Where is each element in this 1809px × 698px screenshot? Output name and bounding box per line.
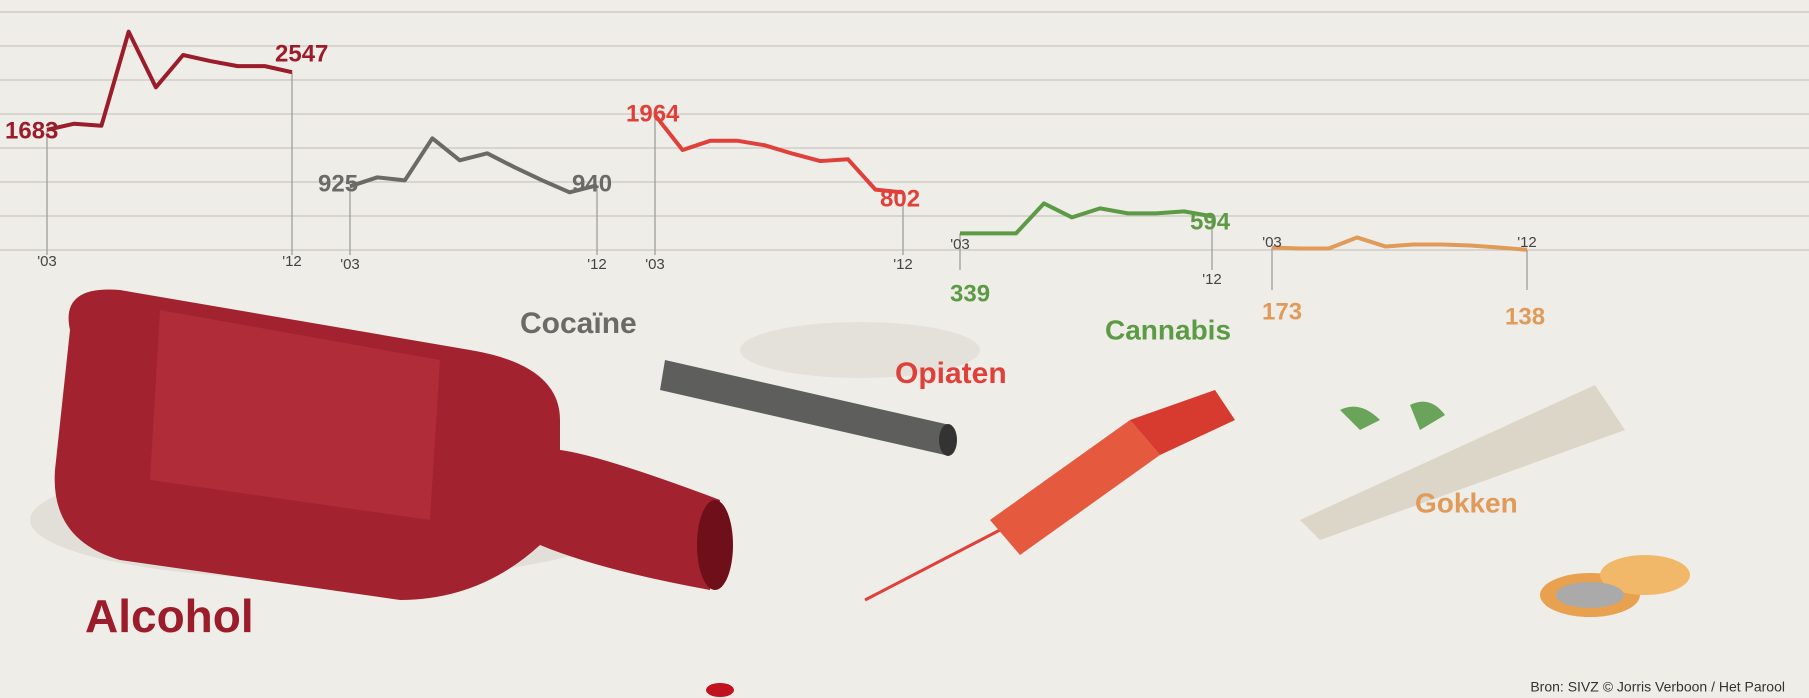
value-label: 138 bbox=[1505, 303, 1545, 330]
value-label: 1964 bbox=[626, 100, 680, 127]
x-tick-label: '03 bbox=[950, 236, 970, 253]
value-label: 1683 bbox=[5, 117, 58, 144]
chart-title: Cannabis bbox=[1105, 314, 1231, 345]
x-tick-label: '03 bbox=[340, 256, 360, 273]
x-tick-label: '12 bbox=[282, 253, 302, 270]
wine-drop bbox=[706, 683, 734, 697]
x-tick-label: '12 bbox=[893, 256, 913, 273]
tube-end bbox=[939, 424, 957, 456]
x-tick-label: '12 bbox=[1517, 234, 1537, 251]
x-tick-label: '03 bbox=[37, 253, 57, 270]
value-label: 339 bbox=[950, 280, 990, 307]
value-label: 594 bbox=[1190, 208, 1231, 235]
source: Bron: SIVZ © Jorris Verboon / Het Parool bbox=[1530, 679, 1785, 695]
chart-title: Gokken bbox=[1415, 487, 1518, 518]
value-label: 940 bbox=[572, 170, 612, 197]
value-label: 802 bbox=[880, 185, 920, 212]
value-label: 925 bbox=[318, 170, 358, 197]
chart-title: Cocaïne bbox=[520, 307, 637, 340]
x-tick-label: '03 bbox=[1262, 234, 1282, 251]
value-label: 2547 bbox=[275, 40, 328, 67]
chart-title: Alcohol bbox=[85, 590, 254, 642]
chart-title: Opiaten bbox=[895, 357, 1007, 390]
x-tick-label: '12 bbox=[587, 256, 607, 273]
infographic: Bron: SIVZ © Jorris Verboon / Het Parool… bbox=[0, 0, 1809, 698]
value-label: 173 bbox=[1262, 298, 1302, 325]
bottle-neck bbox=[697, 500, 733, 590]
coin-face bbox=[1556, 582, 1624, 608]
x-tick-label: '12 bbox=[1202, 271, 1222, 288]
x-tick-label: '03 bbox=[645, 256, 665, 273]
